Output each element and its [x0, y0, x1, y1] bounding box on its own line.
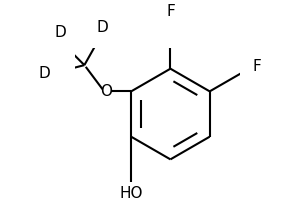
- Text: D: D: [54, 25, 66, 40]
- Text: D: D: [39, 66, 50, 81]
- Text: O: O: [100, 84, 112, 99]
- Text: F: F: [253, 59, 261, 74]
- Text: F: F: [166, 4, 175, 19]
- Text: HO: HO: [119, 186, 143, 201]
- Text: D: D: [96, 20, 108, 35]
